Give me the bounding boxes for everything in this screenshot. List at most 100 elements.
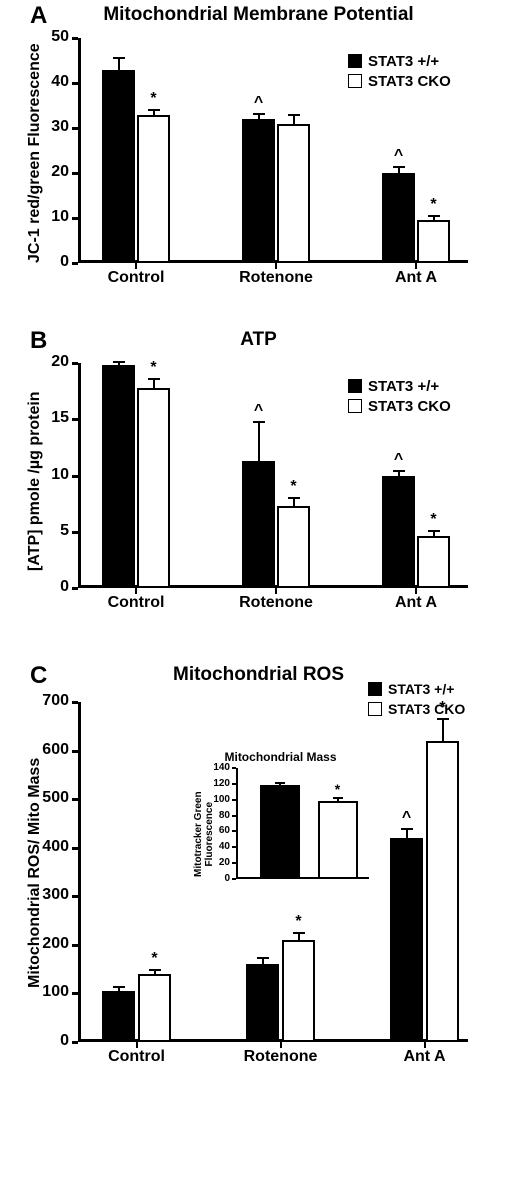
panel-title: ATP [0, 329, 517, 351]
error-cap [149, 969, 161, 971]
chart-area: 05101520*Control^*Rotenone^*Ant A^*FCCPS… [78, 363, 498, 588]
significance-marker: * [137, 359, 170, 377]
bar [102, 991, 135, 1042]
y-tick [72, 82, 78, 85]
x-tick [415, 588, 417, 594]
inset-y-tick [232, 878, 236, 880]
bar [277, 124, 310, 264]
y-tick [72, 531, 78, 534]
y-tick [72, 172, 78, 175]
error-cap [288, 497, 300, 499]
error-cap [113, 57, 125, 59]
error-cap [437, 718, 449, 720]
y-tick [72, 701, 78, 704]
category-label: Control [90, 594, 182, 612]
significance-marker: ^ [242, 402, 275, 420]
y-tick [72, 587, 78, 590]
significance-marker: * [277, 478, 310, 496]
legend-swatch [348, 379, 362, 393]
inset-y-tick [232, 767, 236, 769]
chart-area: 0100200300400500600700*Control*Rotenone^… [78, 702, 498, 1042]
error-cap [113, 361, 125, 363]
y-tick [72, 127, 78, 130]
y-axis [78, 38, 81, 263]
x-tick [135, 588, 137, 594]
inset-y-label: Mitotracker Green Fluorescence [194, 791, 215, 877]
category-label: Ant A [370, 269, 462, 287]
legend-label: STAT3 CKO [368, 398, 451, 415]
legend-swatch [348, 74, 362, 88]
y-axis-label: Mitochondrial ROS/ Mito Mass [26, 758, 44, 988]
error-cap [293, 932, 305, 934]
y-axis [78, 363, 81, 588]
inset-bar [318, 801, 358, 879]
inset-y-tick [232, 862, 236, 864]
y-tick-label: 0 [33, 1032, 69, 1050]
inset-sig: * [318, 781, 358, 797]
error-cap [113, 986, 125, 988]
category-label: Rotenone [234, 1048, 327, 1066]
legend-swatch [348, 54, 362, 68]
category-label: FCCP [510, 269, 517, 287]
category-label: Control [90, 269, 182, 287]
error-bar [293, 498, 295, 506]
bar [426, 741, 459, 1042]
significance-marker: ^ [382, 451, 415, 469]
y-tick [72, 750, 78, 753]
error-bar [406, 829, 408, 838]
bar [390, 838, 423, 1042]
inset-y-tick [232, 830, 236, 832]
y-tick [72, 847, 78, 850]
inset-y-tick-label: 140 [210, 762, 230, 773]
y-tick [72, 944, 78, 947]
x-tick [275, 263, 277, 269]
y-tick-label: 700 [33, 692, 69, 710]
legend-swatch [368, 682, 382, 696]
category-label: FCCP [510, 594, 517, 612]
y-tick [72, 475, 78, 478]
error-bar [153, 379, 155, 388]
inset-y-tick [232, 846, 236, 848]
panel-title: Mitochondrial Membrane Potential [0, 4, 517, 26]
bar [277, 506, 310, 588]
category-label: Ant A [378, 1048, 471, 1066]
inset-error-cap [333, 797, 343, 799]
error-cap [253, 421, 265, 423]
y-tick [72, 362, 78, 365]
bar [382, 173, 415, 263]
inset-y-axis [236, 768, 238, 879]
panel-a: AMitochondrial Membrane Potential0102030… [0, 0, 517, 310]
bar [102, 365, 135, 588]
inset-bar [260, 785, 300, 879]
inset-chart: Mitochondrial Mass020406080100120140Mito… [188, 752, 373, 887]
significance-marker: ^ [242, 94, 275, 112]
error-cap [428, 530, 440, 532]
significance-marker: ^ [382, 147, 415, 165]
error-cap [393, 166, 405, 168]
error-cap [148, 109, 160, 111]
category-label: Rotenone [230, 594, 322, 612]
bar [137, 115, 170, 264]
x-tick [280, 1042, 282, 1048]
error-bar [258, 422, 260, 461]
significance-marker: ^ [390, 809, 423, 827]
inset-y-tick-label: 120 [210, 778, 230, 789]
error-cap [148, 378, 160, 380]
y-tick-label: 0 [33, 578, 69, 596]
error-bar [293, 115, 295, 123]
y-tick [72, 217, 78, 220]
significance-marker: * [417, 511, 450, 529]
error-bar [118, 58, 120, 69]
legend-swatch [368, 702, 382, 716]
category-label: Control [90, 1048, 183, 1066]
error-cap [428, 215, 440, 217]
bar [242, 461, 275, 588]
error-cap [401, 828, 413, 830]
y-tick-label: 20 [33, 353, 69, 371]
y-axis [78, 702, 81, 1042]
legend-label: STAT3 +/+ [388, 681, 454, 697]
x-tick [424, 1042, 426, 1048]
category-label: Ant A [370, 594, 462, 612]
error-bar [298, 933, 300, 940]
bar [417, 536, 450, 588]
